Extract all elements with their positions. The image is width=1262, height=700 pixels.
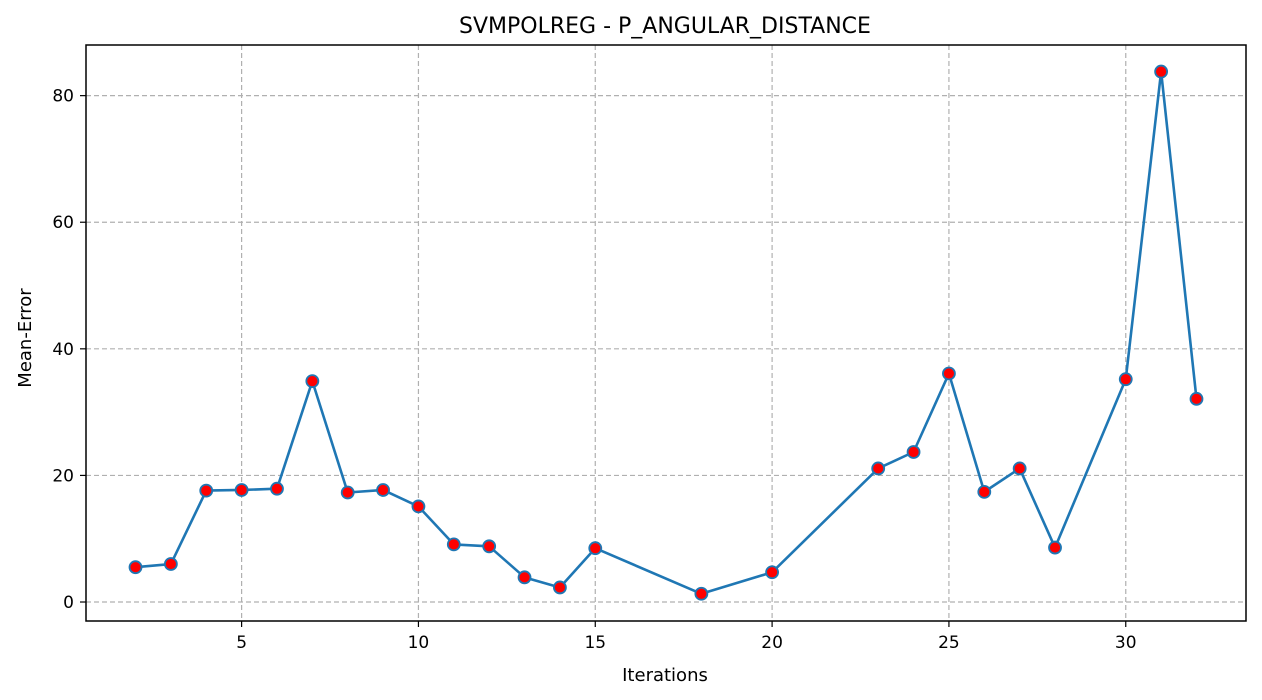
data-point bbox=[977, 484, 992, 499]
data-point bbox=[234, 483, 249, 497]
x-axis-label: Iterations bbox=[622, 665, 708, 686]
data-point bbox=[446, 537, 461, 552]
data-point bbox=[1012, 461, 1027, 476]
x-tick-label: 5 bbox=[236, 633, 247, 653]
y-axis-label: Mean-Error bbox=[15, 288, 36, 388]
data-point bbox=[1189, 391, 1204, 406]
data-point bbox=[199, 483, 214, 498]
data-point bbox=[871, 461, 886, 476]
x-tick-label: 10 bbox=[408, 633, 430, 653]
plot-frame bbox=[85, 44, 1247, 622]
data-point bbox=[128, 560, 143, 575]
y-tick-label: 80 bbox=[52, 87, 74, 107]
x-tick-label: 25 bbox=[938, 633, 960, 653]
data-point bbox=[1118, 372, 1133, 387]
x-tick-label: 30 bbox=[1115, 633, 1137, 653]
data-point bbox=[517, 570, 532, 585]
data-point bbox=[411, 499, 426, 514]
data-point bbox=[305, 374, 320, 389]
data-point bbox=[1154, 64, 1169, 79]
x-tick-label: 15 bbox=[584, 633, 606, 653]
data-point bbox=[376, 483, 390, 497]
chart-title: SVMPOLREG - P_ANGULAR_DISTANCE bbox=[459, 14, 871, 39]
data-point bbox=[482, 539, 497, 554]
data-point bbox=[1048, 540, 1062, 555]
data-point bbox=[270, 481, 284, 496]
data-point bbox=[553, 580, 567, 595]
data-point bbox=[588, 541, 603, 556]
x-tick-label: 20 bbox=[761, 633, 783, 653]
y-tick-label: 0 bbox=[63, 593, 74, 613]
series bbox=[128, 64, 1204, 601]
axis-ticks: 5 10 15 20 25 30 0 20 40 60 80 bbox=[52, 87, 1136, 653]
y-tick-label: 20 bbox=[52, 466, 74, 486]
data-point bbox=[906, 445, 921, 459]
data-point bbox=[340, 485, 355, 500]
grid-lines bbox=[86, 45, 1246, 621]
y-tick-label: 40 bbox=[52, 340, 74, 360]
data-point bbox=[694, 586, 709, 601]
data-point bbox=[765, 565, 779, 580]
y-tick-label: 60 bbox=[52, 213, 74, 233]
data-point bbox=[163, 557, 178, 571]
data-point bbox=[942, 366, 956, 381]
